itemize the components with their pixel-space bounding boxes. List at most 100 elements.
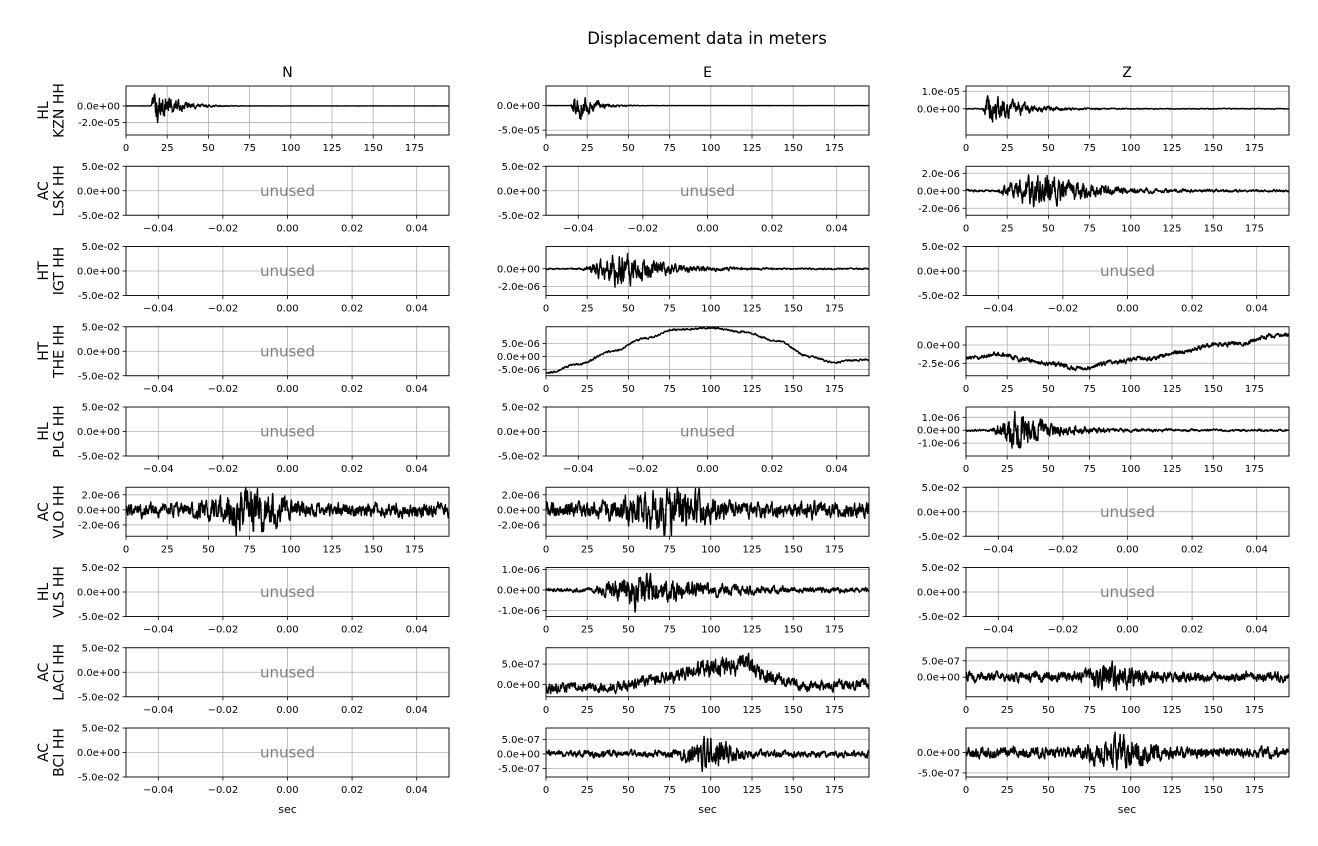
x-tick-label: 125 <box>322 143 341 154</box>
x-tick-label: 150 <box>1204 143 1223 154</box>
panel-vls-hh-n: unused −0.04 −0.02 0.00 0.02 0.04 5.0e-02 0.0e+… <box>77 563 450 636</box>
row-label-plg-hh: HLPLG HH <box>36 405 67 458</box>
x-tick-label: 75 <box>1083 785 1096 796</box>
panel-lsk-hh-n: unused −0.04 −0.02 0.00 0.02 0.04 5.0e-02 0.0e+… <box>77 162 450 234</box>
x-tick-label: 0.00 <box>276 304 298 315</box>
panel-kzn-hh-e: 0 25 50 75 100 125 150 175 0.0e+00 -5.0e-05 <box>497 85 870 154</box>
row-label-network: AC <box>36 662 52 681</box>
panel-igt-hh-n: unused −0.04 −0.02 0.00 0.02 0.04 5.0e-02 0.0e+… <box>77 242 450 315</box>
panel-vlo-hh-n: 0 25 50 75 100 125 150 175 2.0e-06 0.0e+00 -2.0e-0… <box>77 486 450 555</box>
x-tick-label: 25 <box>581 544 594 555</box>
x-tick-label: 0 <box>963 223 969 234</box>
x-tick-label: 150 <box>1204 223 1223 234</box>
x-tick-label: −0.02 <box>208 705 239 716</box>
unused-label: unused <box>1100 262 1155 280</box>
y-tick-label: 5.0e-07 <box>502 735 540 746</box>
x-tick-label: 0.02 <box>761 223 783 234</box>
x-tick-label: 75 <box>663 705 676 716</box>
x-tick-label: 125 <box>1162 384 1181 395</box>
series-line <box>966 410 1289 449</box>
unused-label: unused <box>260 744 315 762</box>
y-tick-label: 0.0e+00 <box>497 264 540 275</box>
x-tick-label: 25 <box>581 143 594 154</box>
x-tick-label: 150 <box>784 785 803 796</box>
x-tick-label: 0.04 <box>826 464 848 475</box>
y-tick-label: -5.0e-07 <box>498 764 540 775</box>
x-tick-label: 25 <box>1001 705 1014 716</box>
x-tick-label: 150 <box>784 625 803 636</box>
series-line <box>546 96 869 121</box>
x-tick-label: 150 <box>1204 705 1223 716</box>
x-tick-label: 100 <box>1121 705 1140 716</box>
y-tick-label: -5.0e-02 <box>498 452 540 463</box>
unused-label: unused <box>680 182 735 200</box>
y-tick-label: 5.0e-02 <box>922 483 960 494</box>
x-tick-label: 75 <box>243 544 256 555</box>
y-tick-label: 0.0e+00 <box>917 104 960 115</box>
x-tick-label: −0.02 <box>1048 544 1079 555</box>
column-title-z: Z <box>1122 65 1132 81</box>
y-tick-label: -5.0e-05 <box>498 126 540 137</box>
row-label-network: AC <box>36 502 52 521</box>
row-label-network: HT <box>36 261 52 281</box>
x-tick-label: 0 <box>963 705 969 716</box>
x-tick-label: 175 <box>405 544 424 555</box>
x-tick-label: −0.04 <box>143 223 174 234</box>
x-tick-label: 25 <box>1001 785 1014 796</box>
row-label-station: VLS HH <box>51 566 67 618</box>
grid <box>545 86 869 135</box>
x-tick-label: 0.02 <box>341 785 363 796</box>
axes-frame <box>545 326 870 377</box>
x-tick-label: −0.04 <box>983 625 1014 636</box>
series-line <box>546 252 869 288</box>
series-line <box>546 735 869 773</box>
series-line <box>126 93 449 124</box>
x-tick-label: −0.04 <box>143 785 174 796</box>
x-tick-label: 0.04 <box>406 304 428 315</box>
x-tick-label: 0.02 <box>1181 625 1203 636</box>
x-tick-label: 75 <box>663 785 676 796</box>
x-tick-label: 0.00 <box>276 705 298 716</box>
panel-the-hh-n: unused −0.04 −0.02 0.00 0.02 0.04 5.0e-02 0.0e+… <box>77 322 450 395</box>
unused-label: unused <box>260 262 315 280</box>
x-tick-label: 125 <box>1162 143 1181 154</box>
x-tick-label: 0 <box>963 384 969 395</box>
grid <box>125 86 449 135</box>
x-tick-label: 175 <box>825 705 844 716</box>
x-tick-label: 50 <box>622 785 635 796</box>
y-tick-label: 0.0e+00 <box>917 507 960 518</box>
series-line <box>126 487 449 537</box>
row-label-station: KZN HH <box>51 83 67 138</box>
row-label-network: HL <box>36 422 52 441</box>
y-tick-label: -1.0e-06 <box>918 439 960 450</box>
x-tick-label: 175 <box>1245 705 1264 716</box>
unused-label: unused <box>260 663 315 681</box>
x-tick-label: 125 <box>1162 705 1181 716</box>
y-tick-label: 0.0e+00 <box>917 748 960 759</box>
series-line <box>546 487 869 537</box>
x-tick-label: −0.04 <box>983 304 1014 315</box>
grid <box>545 326 869 376</box>
x-tick-label: −0.04 <box>143 705 174 716</box>
panels: 0 25 50 75 100 125 150 175 0.0e+00 -2.0e-05 0 25 50 7… <box>77 85 1290 796</box>
x-tick-label: 50 <box>1042 223 1055 234</box>
x-tick-label: 50 <box>622 384 635 395</box>
x-tick-label: 175 <box>1245 223 1264 234</box>
row-label-network: AC <box>36 181 52 200</box>
x-tick-label: 75 <box>1083 143 1096 154</box>
x-tick-label: 125 <box>742 143 761 154</box>
x-tick-label: 0.02 <box>761 464 783 475</box>
x-tick-label: −0.04 <box>143 625 174 636</box>
x-tick-label: 150 <box>784 384 803 395</box>
x-tick-label: 25 <box>581 705 594 716</box>
y-tick-label: -1.0e-06 <box>498 606 540 617</box>
y-tick-label: -5.0e-06 <box>498 365 540 376</box>
x-tick-label: 0 <box>543 304 549 315</box>
panel-plg-hh-z: 0 25 50 75 100 125 150 175 1.0e-06 0.0e+00 -1.0e-0… <box>917 406 1290 475</box>
series-line <box>966 660 1289 691</box>
y-tick-label: -2.5e-06 <box>918 359 960 370</box>
unused-label: unused <box>1100 503 1155 521</box>
x-tick-label: 0.04 <box>406 464 428 475</box>
y-tick-label: 5.0e-02 <box>82 403 120 414</box>
